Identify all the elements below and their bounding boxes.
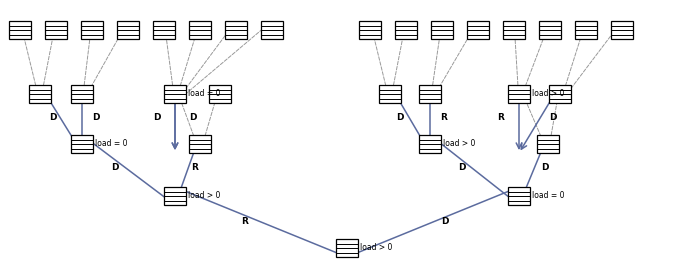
Text: load > 0: load > 0 (188, 192, 221, 201)
Bar (9, 21, 31, 39)
Text: D: D (441, 218, 449, 227)
Bar (508, 187, 530, 205)
Bar (503, 21, 525, 39)
Bar (71, 85, 93, 103)
Bar (508, 85, 530, 103)
Bar (467, 21, 489, 39)
Bar (336, 239, 358, 257)
Text: load = 0: load = 0 (188, 90, 221, 98)
Bar (359, 21, 381, 39)
Bar (45, 21, 67, 39)
Text: load = 0: load = 0 (95, 139, 128, 149)
Bar (164, 187, 186, 205)
Bar (419, 135, 441, 153)
Text: R: R (498, 113, 505, 121)
Text: D: D (396, 113, 404, 121)
Bar (431, 21, 453, 39)
Bar (539, 21, 561, 39)
Text: R: R (192, 164, 198, 173)
Bar (153, 21, 175, 39)
Bar (29, 85, 51, 103)
Text: D: D (541, 164, 549, 173)
Bar (549, 85, 571, 103)
Bar (225, 21, 247, 39)
Bar (419, 85, 441, 103)
Bar (189, 135, 211, 153)
Text: D: D (49, 113, 57, 121)
Bar (379, 85, 401, 103)
Text: load = 0: load = 0 (532, 192, 564, 201)
Text: load > 0: load > 0 (443, 139, 475, 149)
Text: R: R (441, 113, 448, 121)
Bar (164, 85, 186, 103)
Text: D: D (92, 113, 100, 121)
Text: load > 0: load > 0 (360, 244, 392, 253)
Bar (261, 21, 283, 39)
Bar (117, 21, 139, 39)
Bar (575, 21, 597, 39)
Bar (209, 85, 231, 103)
Text: D: D (153, 113, 161, 121)
Bar (189, 21, 211, 39)
Text: D: D (549, 113, 557, 121)
Text: load > 0: load > 0 (532, 90, 564, 98)
Text: R: R (242, 218, 248, 227)
Text: D: D (189, 113, 197, 121)
Bar (537, 135, 559, 153)
Text: D: D (458, 164, 466, 173)
Bar (81, 21, 103, 39)
Text: D: D (111, 164, 119, 173)
Bar (71, 135, 93, 153)
Bar (395, 21, 417, 39)
Bar (611, 21, 633, 39)
